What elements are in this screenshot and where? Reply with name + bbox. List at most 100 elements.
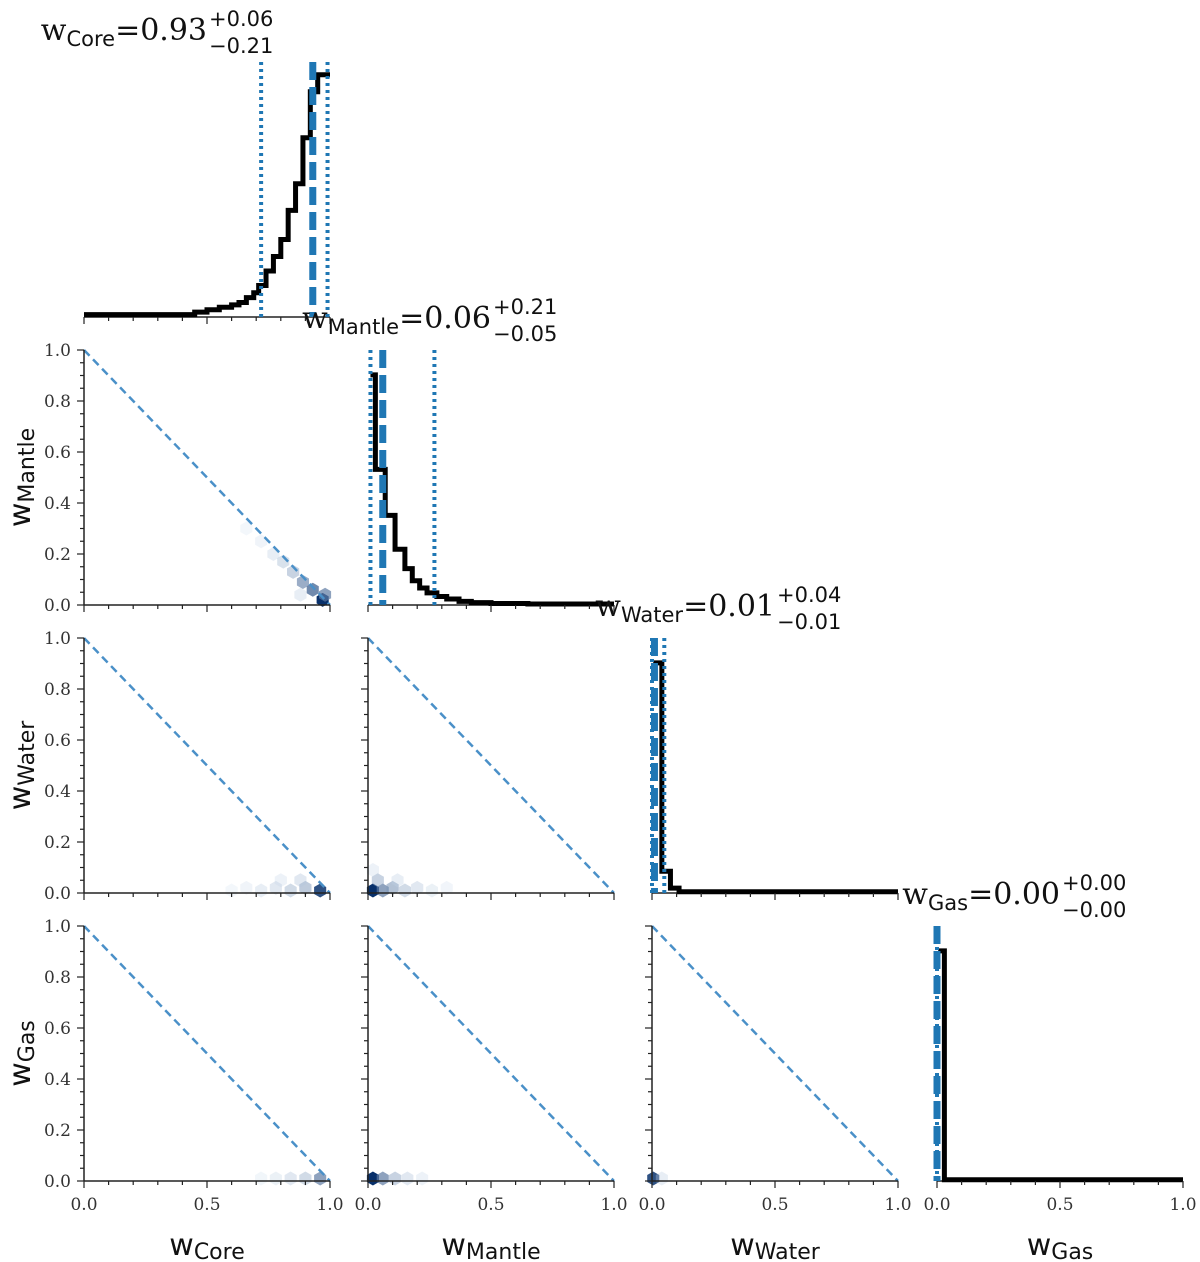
histogram-step [653,660,898,895]
y-tick-label: 0.4 [44,782,71,802]
hexbin-cell [255,1171,268,1186]
title-subscript: Core [66,27,115,51]
title-value: =0.06 [399,301,491,336]
axis-label-subscript: Core [194,1240,245,1262]
axis-label-subscript: Gas [15,1020,40,1062]
hexbin-cell [371,873,384,888]
histogram-step [84,72,330,318]
hexbin-cell [398,883,411,898]
y-tick-label: 0.4 [44,494,71,514]
x-axis-label-water: wWater [730,1228,821,1262]
hexbin-cell [366,883,379,898]
y-tick-label: 0.2 [44,833,71,853]
hexbin-cell [269,1171,282,1186]
x-tick-label: 0.0 [923,1195,950,1215]
title-symbol: w [41,13,67,48]
title-value: =0.93 [115,13,207,48]
hexbin-cell [240,521,253,536]
hexbin-cell [284,883,297,898]
x-tick-label: 1.0 [1169,1195,1196,1215]
axis-label-symbol: w [441,1228,466,1262]
marginal-panel-core: wCore=0.93 +0.06 −0.21 [41,7,330,318]
hexbin-cell [240,880,253,895]
joint-panel-core-mantle [83,349,332,607]
marginal-title: wGas=0.00 [902,877,1060,915]
x-tick-label: 1.0 [600,1195,627,1215]
axis-label-subscript: Mantle [466,1240,541,1262]
title-minus-error: −0.21 [209,34,273,58]
title-subscript: Mantle [328,315,399,339]
histogram-step [370,372,614,607]
hexbin-cell [269,880,282,895]
sum-constraint-line [651,925,899,1182]
title-subscript: Gas [928,891,968,915]
hexbin-cell [366,1171,379,1186]
x-tick-label: 0.5 [193,1195,220,1215]
x-axis-label-gas: wGas [1027,1228,1094,1262]
title-subscript: Water [621,603,683,627]
hexbin-cell [425,883,438,898]
hexbin-cell [299,880,312,895]
x-tick-label: 0.0 [354,1195,381,1215]
x-tick-label: 0.5 [477,1195,504,1215]
y-tick-label: 0.8 [44,680,71,700]
x-axis-label-core: wCore [169,1228,244,1262]
marginal-title: wCore=0.93 [41,13,207,51]
hexbin-cell [274,873,287,888]
histogram-step [938,948,1183,1183]
y-tick-label: 1.0 [44,341,71,361]
y-tick-label: 0.6 [44,731,71,751]
title-plus-error: +0.06 [209,7,273,31]
hexbin-cell [284,1171,297,1186]
hexbin-cell [411,880,424,895]
x-tick-label: 0.5 [1046,1195,1073,1215]
title-symbol: w [595,589,621,624]
joint-panel-mantle-water [366,637,615,898]
hexbin-cell [416,1171,429,1186]
axis-label-subscript: Mantle [15,428,40,503]
sum-constraint-line [83,637,331,894]
axis-label-subscript: Gas [1051,1240,1093,1262]
joint-panel-core-water [83,637,331,898]
hexbin-cell [366,863,379,877]
joint-panel-water-gas [647,925,899,1186]
title-value: =0.01 [683,589,775,624]
y-tick-label: 0.2 [44,1121,71,1141]
hexbin-cell [386,880,399,895]
y-tick-label: 1.0 [44,629,71,649]
axis-label-symbol: w [3,786,38,811]
hexbin-cell [306,582,319,597]
y-tick-label: 0.2 [44,545,71,565]
axis-label-symbol: w [1027,1228,1052,1262]
hexbin-cell [391,873,404,888]
title-symbol: w [302,301,328,336]
joint-panel-mantle-gas [366,925,615,1186]
title-minus-error: −0.00 [1062,898,1126,922]
y-tick-label: 0.6 [44,443,71,463]
hexbin-cell [376,1171,389,1186]
hexbin-cell [294,587,307,602]
hexbin-cell [647,1171,660,1186]
sum-constraint-line [367,925,615,1182]
hexbin-cell [376,883,389,898]
sum-constraint-line [83,349,331,606]
y-axis-label-gas: wGas [3,1020,40,1087]
axis-label-symbol: w [730,1228,755,1262]
y-tick-label: 0.0 [44,596,71,616]
hexbin-cell [389,1171,402,1186]
joint-panel-core-gas [83,925,331,1186]
marginal-title: wWater=0.01 [595,589,775,627]
axis-label-symbol: w [3,503,38,528]
title-plus-error: +0.21 [493,295,557,319]
hexbin-cell [401,1171,414,1186]
hexbin-cell [440,880,453,895]
marginal-title: wMantle=0.06 [302,301,491,339]
axis-label-subscript: Water [755,1240,821,1262]
sum-constraint-line [83,925,331,1182]
hexbin-cell [655,1171,668,1186]
x-tick-label: 0.0 [70,1195,97,1215]
marginal-panel-gas: wGas=0.00 +0.00 −0.00 [902,871,1183,1183]
y-tick-label: 0.6 [44,1019,71,1039]
title-symbol: w [902,877,928,912]
x-tick-label: 0.5 [761,1195,788,1215]
